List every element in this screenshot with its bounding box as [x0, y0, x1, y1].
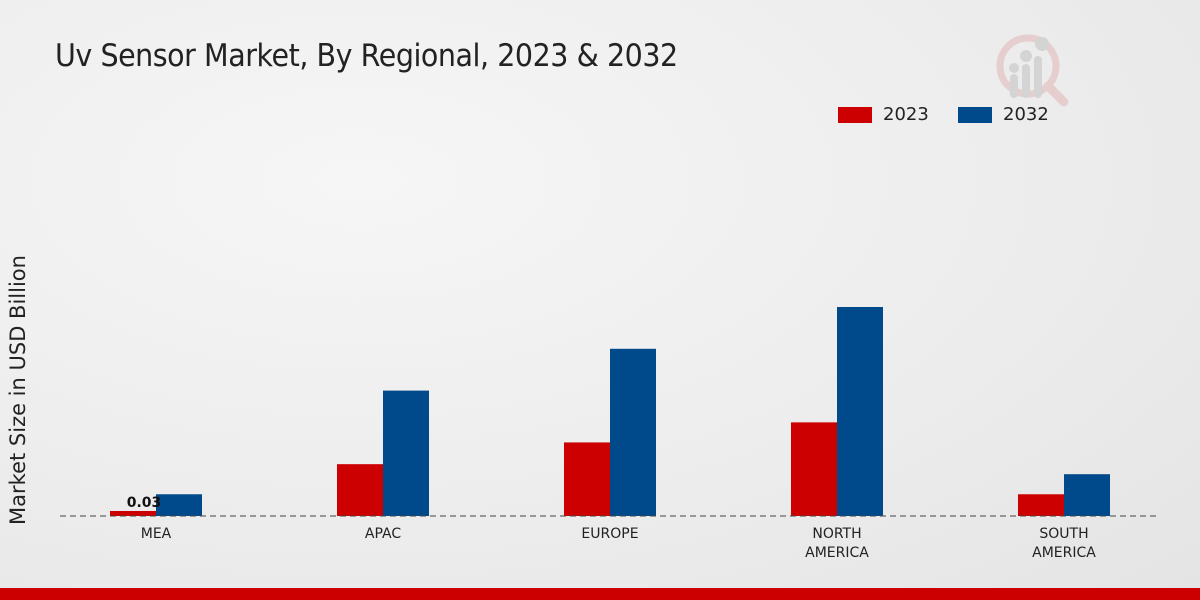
bar-2032-mea: [156, 494, 202, 516]
bar-2023-europe: [564, 442, 610, 516]
bar-2032-apac: [383, 390, 429, 516]
legend-item-2032: 2032: [958, 104, 1049, 125]
watermark-logo-icon: [996, 34, 1069, 107]
x-tick-label: APAC: [365, 526, 401, 542]
x-tick-label: AMERICA: [1032, 545, 1096, 561]
bar-2023-north-america: [791, 422, 837, 516]
bar-2023-south-america: [1018, 494, 1064, 516]
bar-2032-north-america: [837, 307, 883, 516]
x-tick-label: NORTH: [812, 526, 861, 542]
bar-2023-apac: [337, 464, 383, 516]
x-tick-label: EUROPE: [581, 526, 638, 542]
bottom-accent-bar: [0, 588, 1200, 600]
legend-swatch-2032: [958, 106, 992, 123]
bar-2032-south-america: [1064, 474, 1110, 516]
legend-label-2023: 2023: [883, 104, 929, 125]
bar-2032-europe: [610, 348, 656, 516]
x-tick-label: SOUTH: [1039, 526, 1088, 542]
chart-title: Uv Sensor Market, By Regional, 2023 & 20…: [55, 38, 678, 74]
x-tick-label: AMERICA: [805, 545, 869, 561]
legend-swatch-2023: [838, 106, 872, 123]
data-label: 0.03: [127, 495, 162, 511]
x-tick-label: MEA: [141, 526, 172, 542]
bar-2023-mea: [110, 510, 156, 516]
legend-item-2023: 2023: [838, 104, 929, 125]
legend-label-2032: 2032: [1003, 104, 1049, 125]
